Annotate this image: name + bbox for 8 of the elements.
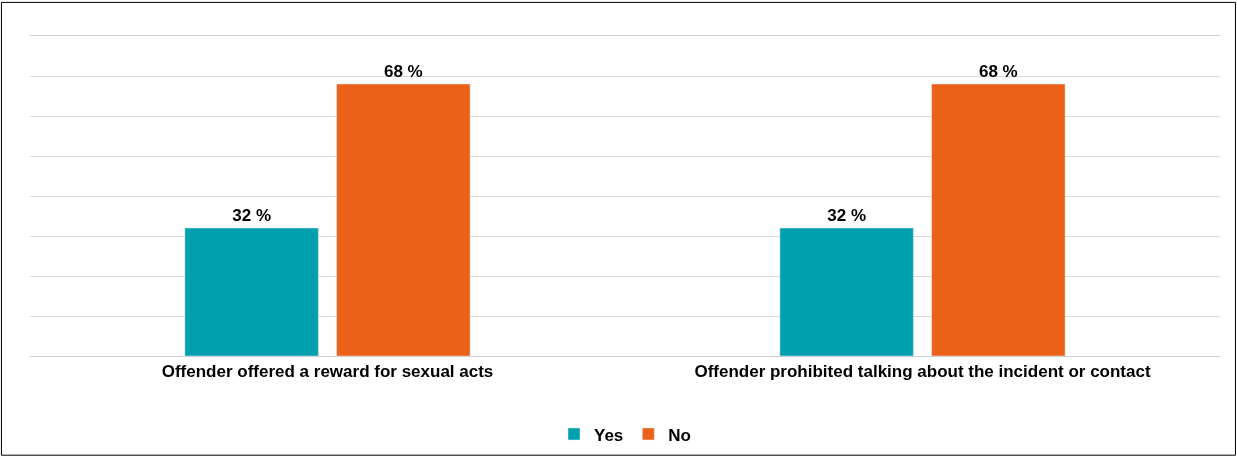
legend-label: No: [668, 425, 691, 445]
x-tick-label: Offender offered a reward for sexual acts: [161, 362, 494, 382]
data-label: 32 %: [232, 206, 272, 225]
data-label: 68 %: [383, 62, 423, 81]
legend-label: Yes: [594, 425, 624, 445]
x-tick-label: Offender prohibited talking about the incident or contact: [694, 362, 1151, 382]
data-label: 68 %: [978, 62, 1018, 81]
data-label: 32 %: [827, 206, 867, 225]
